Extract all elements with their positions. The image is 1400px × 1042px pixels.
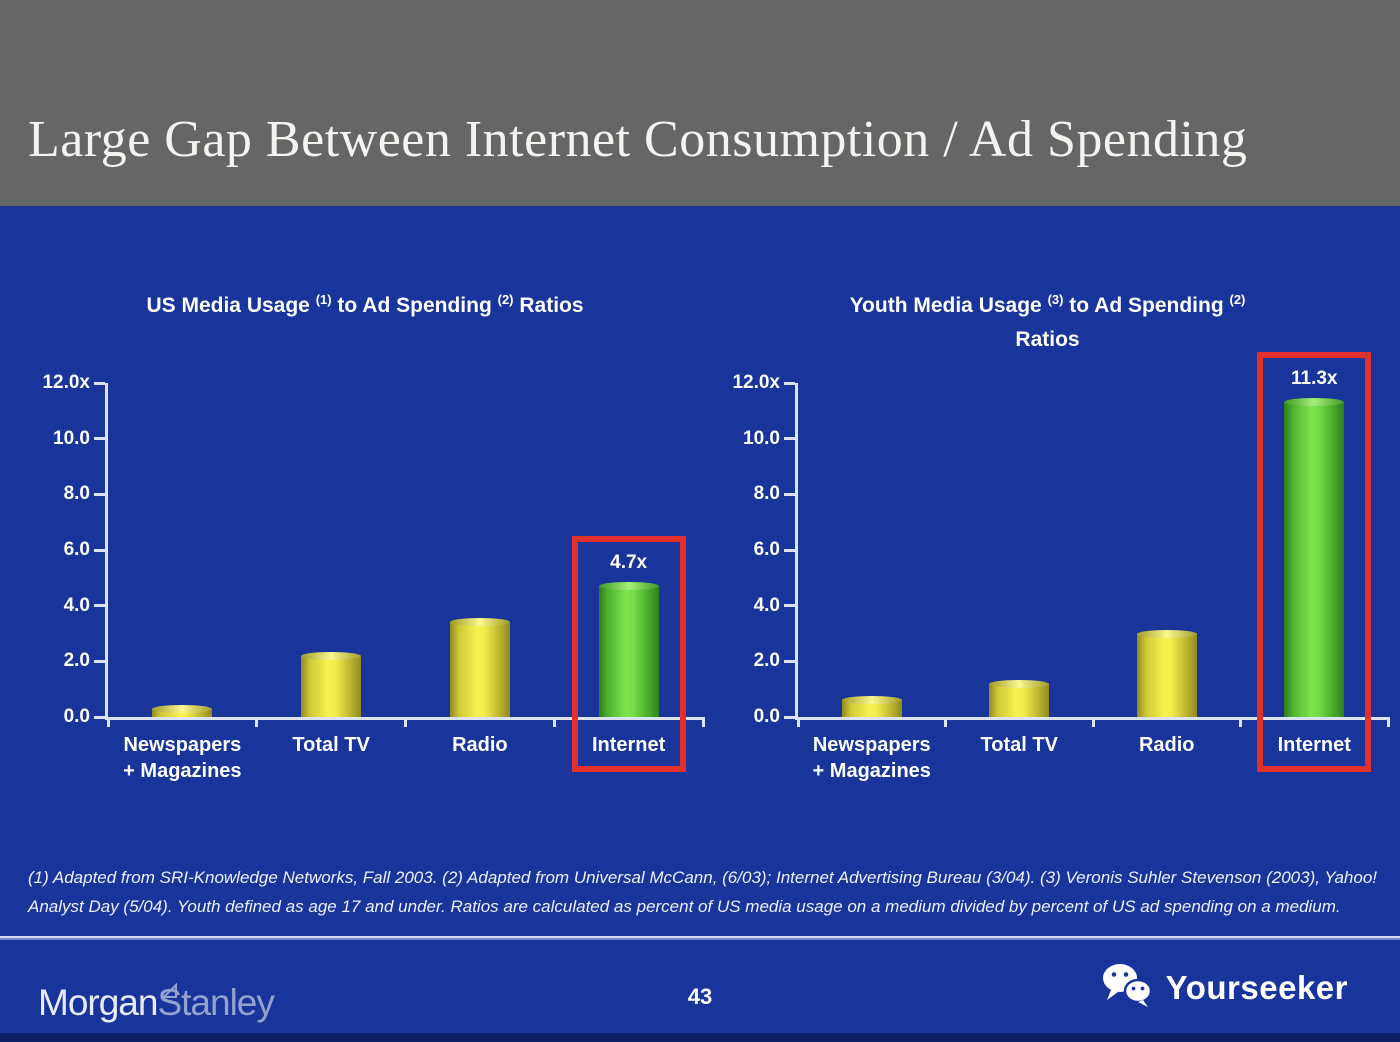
slide-header: Large Gap Between Internet Consumption /…: [0, 0, 1400, 206]
category-label-line: + Magazines: [812, 760, 931, 782]
chart-title-text: US Media Usage: [146, 294, 316, 317]
chart-title-youth: Youth Media Usage (3) to Ad Spending (2)…: [720, 289, 1375, 357]
category-label-line: Internet: [591, 734, 666, 756]
chart-title-superscript: (2): [497, 292, 514, 307]
chart-title-superscript: (3): [1047, 292, 1064, 307]
morgan-stanley-logo: Morgan Stanley: [38, 982, 275, 1023]
y-axis-tick-mark: [94, 381, 105, 385]
y-axis-tick-label: 0.0: [753, 706, 780, 727]
y-axis-tick-mark: [784, 548, 795, 552]
watermark: Yourseeker: [1100, 962, 1348, 1013]
bar-radio: [1136, 629, 1197, 717]
page-number: 43: [687, 984, 713, 1009]
y-axis-tick-mark: [94, 715, 105, 719]
y-axis-tick-label: 6.0: [753, 539, 780, 560]
category-label-line: Radio: [452, 734, 508, 756]
chart-title-superscript: (1): [315, 292, 332, 307]
morgan-logo-text: Morgan: [38, 982, 158, 1023]
category-label-internet: Internet: [554, 732, 703, 758]
y-axis-tick-label: 4.0: [63, 594, 90, 616]
highlight-red-box: [571, 536, 686, 772]
bar-total-tv: [989, 679, 1050, 717]
category-label-line: Total TV: [292, 734, 370, 756]
chart-title-text: to Ad Spending: [331, 294, 498, 317]
x-axis-tick-mark: [701, 717, 705, 727]
y-axis-tick-mark: [94, 437, 105, 441]
x-axis-tick-mark: [552, 717, 556, 727]
x-axis-tick-mark: [404, 717, 407, 727]
bar-newspapers-magazines: [841, 696, 902, 717]
stanley-logo-text: Stanley: [157, 982, 274, 1023]
y-axis-tick-mark: [94, 492, 105, 496]
category-label-total-tv: Total TV: [946, 732, 1094, 758]
y-axis-tick-mark: [784, 492, 795, 496]
category-label-total-tv: Total TV: [257, 732, 406, 758]
bar-internet: [1284, 398, 1345, 717]
y-axis-tick-label: 12.0x: [42, 372, 90, 393]
bar-value-label: 4.7x: [610, 552, 648, 574]
x-axis-tick-mark: [796, 717, 800, 727]
footer-separator-line: [0, 936, 1400, 940]
y-axis-tick-label: 12.0x: [732, 372, 780, 393]
watermark-text: Yourseeker: [1165, 968, 1348, 1006]
chart-title-us: US Media Usage (1) to Ad Spending (2) Ra…: [50, 289, 680, 323]
y-axis-tick-label: 6.0: [63, 539, 90, 560]
bar-radio: [449, 618, 510, 717]
x-axis-tick-mark: [1386, 717, 1390, 727]
y-axis-tick-label: 0.0: [63, 706, 90, 727]
category-label-line: Newspapers: [123, 734, 242, 756]
slide-title: Large Gap Between Internet Consumption /…: [28, 111, 1248, 168]
chart-title-text: Youth Media Usage: [849, 294, 1048, 317]
category-label-newspapers-magazines: Newspapers + Magazines: [108, 732, 257, 784]
y-axis-tick-label: 2.0: [753, 650, 780, 672]
y-axis-tick-label: 8.0: [753, 483, 780, 505]
y-axis-tick-label: 4.0: [753, 594, 780, 616]
x-axis-tick-mark: [255, 717, 259, 727]
y-axis-tick-mark: [94, 604, 105, 608]
footnote: (1) Adapted from SRI-Knowledge Networks,…: [28, 868, 1378, 916]
chart-plot-area-youth: 12.0x 10.0 8.0 6.0 4.0 2.0 0.0 Newspapers + Maga…: [732, 352, 1390, 782]
chart-plot-area-us: 12.0x 10.0 8.0 6.0 4.0 2.0 0.0 Newspapers + Maga…: [42, 372, 705, 782]
bar-total-tv: [301, 651, 362, 717]
category-label-radio: Radio: [1093, 732, 1241, 758]
y-axis-tick-label: 8.0: [63, 483, 90, 505]
x-axis-tick-mark: [944, 717, 947, 727]
category-label-internet: Internet: [1241, 732, 1389, 758]
chart-us-media-usage: US Media Usage (1) to Ad Spending (2) Ra…: [20, 285, 710, 790]
wechat-icon: [1100, 962, 1154, 1013]
category-label-line: Radio: [1138, 734, 1195, 756]
y-axis-tick-label: 10.0: [743, 427, 780, 449]
category-label-radio: Radio: [406, 732, 555, 758]
y-axis-tick-mark: [784, 604, 795, 608]
y-axis-tick-label: 10.0: [53, 427, 90, 449]
chart-youth-media-usage: Youth Media Usage (3) to Ad Spending (2)…: [720, 285, 1400, 790]
y-axis-tick-mark: [784, 437, 795, 441]
chart-title-text: Ratios: [1015, 328, 1080, 351]
y-axis-tick-label: 2.0: [63, 650, 90, 672]
category-label-line: Newspapers: [812, 734, 931, 756]
x-axis-tick-mark: [1239, 717, 1242, 727]
y-axis-tick-mark: [94, 659, 105, 663]
category-label-line: Internet: [1277, 734, 1351, 756]
bar-newspapers-magazines: [152, 704, 213, 717]
y-axis-tick-mark: [784, 381, 795, 385]
highlight-red-box: [1257, 352, 1372, 772]
chart-title-text: Ratios: [513, 294, 584, 317]
category-label-line: + Magazines: [123, 760, 242, 782]
bar-value-label: 11.3x: [1291, 368, 1338, 390]
x-axis-tick-mark: [1091, 717, 1095, 727]
chart-title-superscript: (2): [1229, 292, 1246, 307]
x-axis-tick-mark: [106, 717, 110, 727]
morgan-stanley-triangle-icon: [161, 968, 178, 998]
y-axis-tick-mark: [784, 715, 795, 719]
category-label-newspapers-magazines: Newspapers + Magazines: [798, 732, 946, 784]
category-label-line: Total TV: [980, 734, 1058, 756]
bar-internet: [598, 582, 659, 717]
y-axis-tick-mark: [784, 659, 795, 663]
bottom-strip: [0, 1033, 1400, 1042]
y-axis-tick-mark: [94, 548, 105, 552]
chart-title-text: to Ad Spending: [1063, 294, 1230, 317]
